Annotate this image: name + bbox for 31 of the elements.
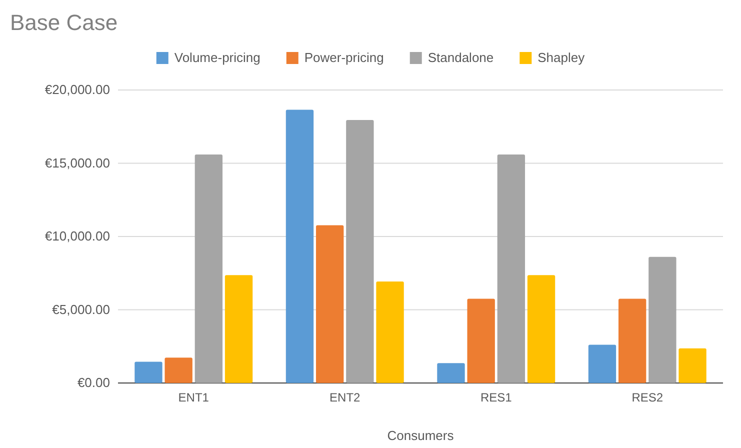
x-tick-label: ENT2: [330, 390, 361, 405]
legend-label: Volume-pricing: [174, 50, 260, 65]
bar: [194, 154, 223, 383]
y-tick-label: €15,000.00: [44, 155, 110, 170]
bar: [134, 362, 162, 383]
y-tick-label: €20,000.00: [44, 82, 110, 98]
bar: [648, 256, 676, 383]
bar: [437, 363, 465, 383]
y-tick-label: €10,000.00: [44, 228, 110, 244]
bar: [497, 154, 526, 383]
y-tick-label: €5,000.00: [52, 302, 110, 317]
bar: [346, 120, 374, 383]
bar: [467, 298, 495, 383]
bar: [678, 348, 706, 383]
legend-label: Standalone: [428, 50, 494, 65]
x-tick-label: ENT1: [178, 390, 210, 405]
bar: [224, 275, 253, 383]
bar: [588, 344, 616, 383]
legend-label: Shapley: [538, 50, 586, 65]
bar: [316, 225, 344, 383]
bar: [527, 275, 556, 383]
bar: [164, 358, 192, 383]
y-tick-label: €0.00: [77, 375, 110, 390]
bar: [286, 110, 314, 383]
bar: [376, 281, 404, 383]
bar: [618, 298, 646, 383]
legend-label: Power-pricing: [304, 50, 384, 65]
x-axis-title: Consumers: [387, 428, 454, 443]
x-tick-label: RES2: [632, 390, 664, 405]
x-tick-label: RES1: [480, 390, 512, 405]
chart-title: Base Case: [10, 10, 118, 35]
